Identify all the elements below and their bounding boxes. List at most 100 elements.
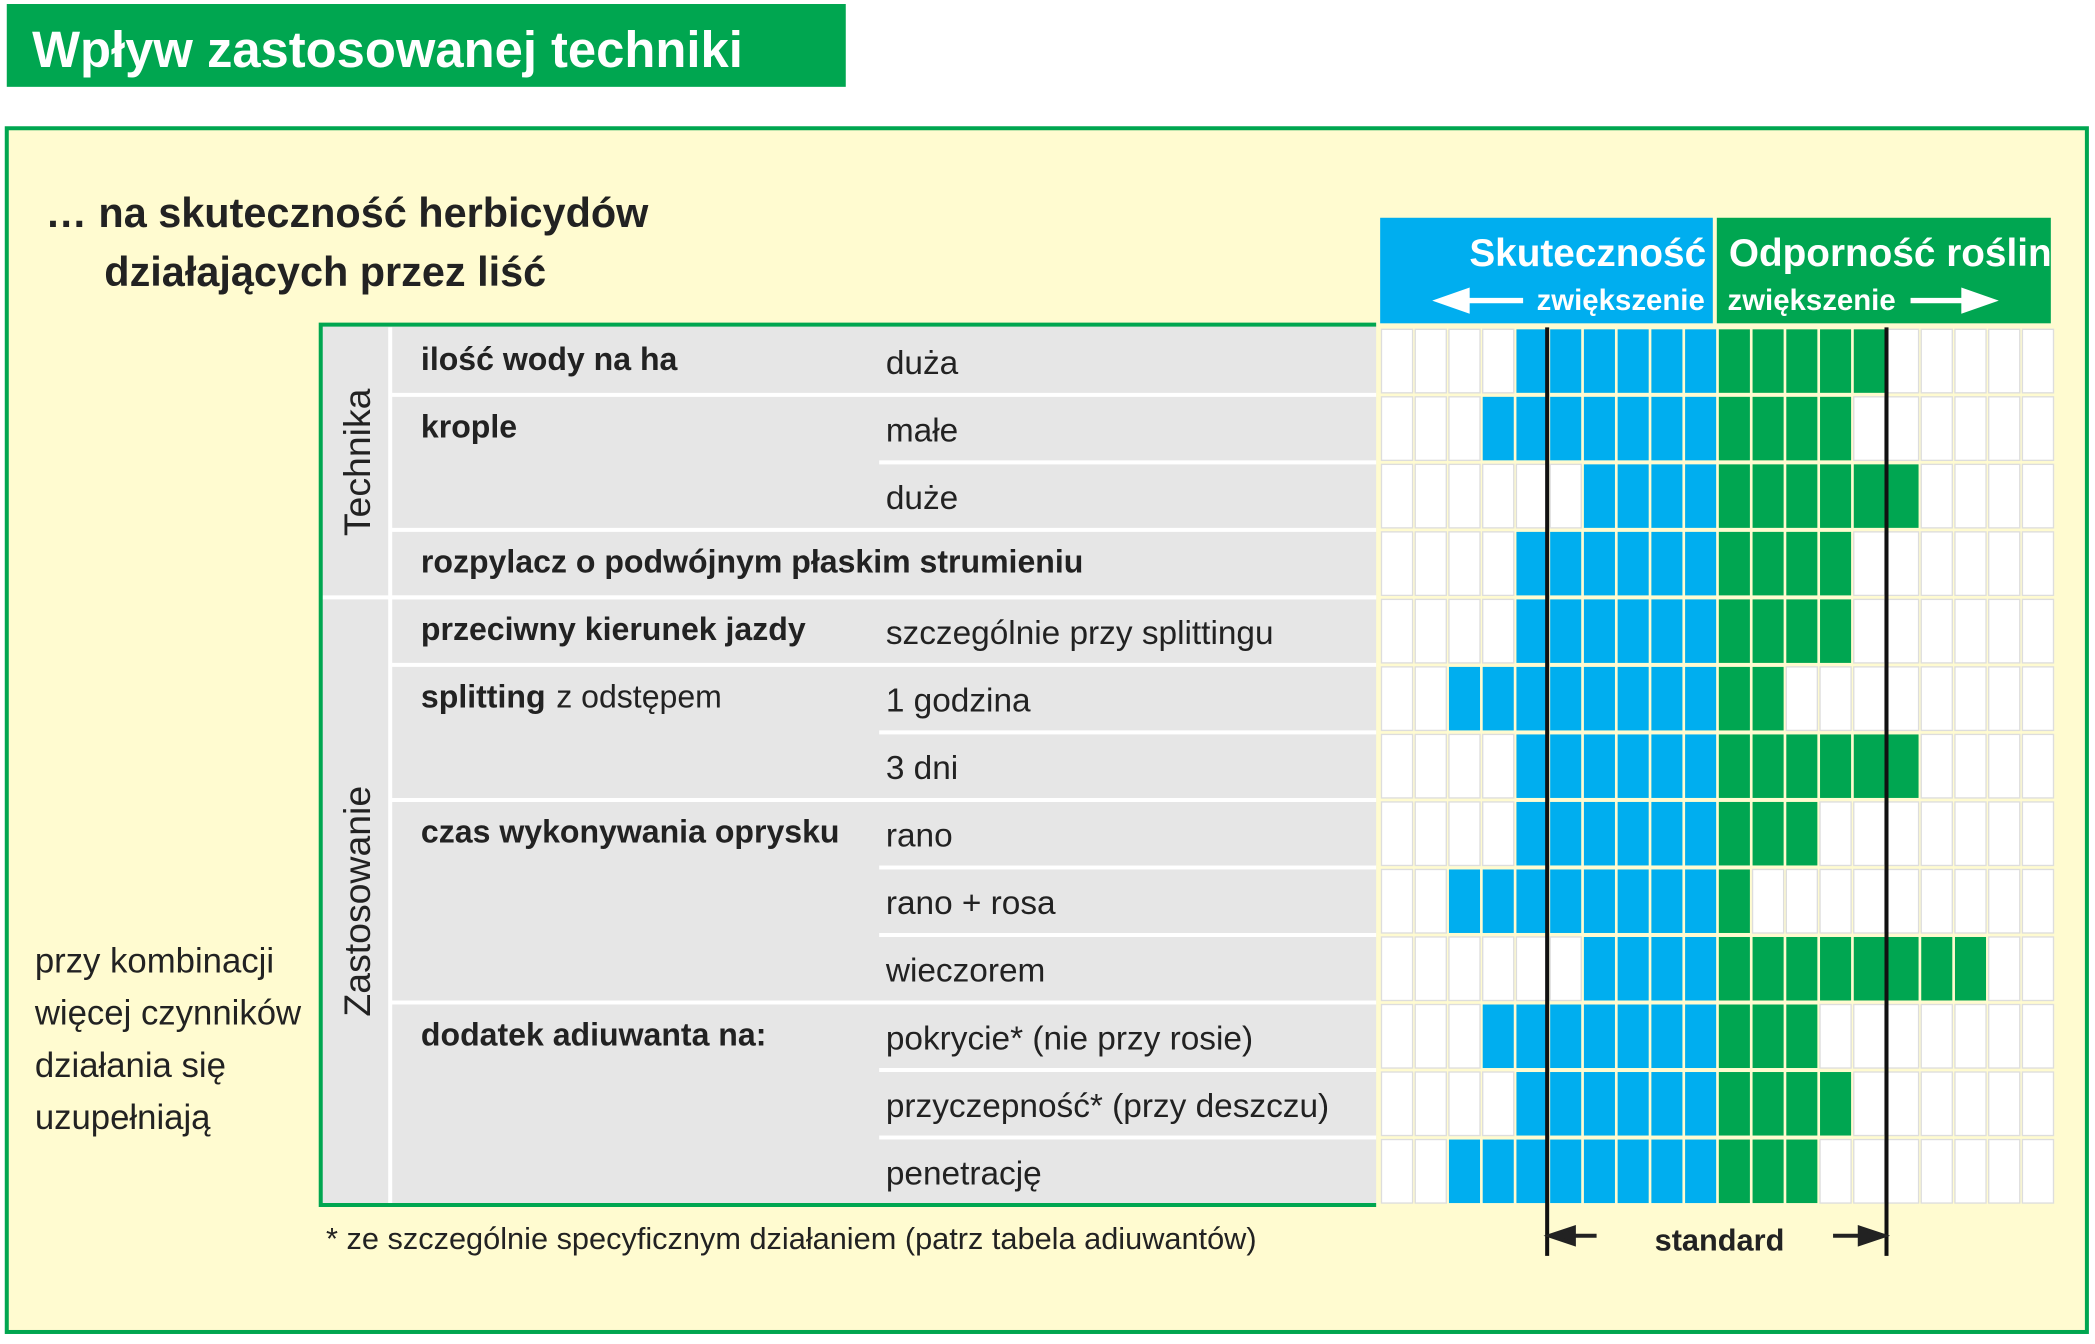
arrow	[1910, 287, 1999, 314]
row-detail: pokrycie* (nie przy rosie)	[886, 1020, 1253, 1057]
blue-cell	[1617, 329, 1649, 393]
row-label: splitting z odstępem	[421, 679, 722, 715]
empty-cell	[1448, 936, 1481, 1002]
blue-cell	[1482, 1139, 1514, 1204]
empty-cell	[1414, 1138, 1447, 1204]
empty-cell	[1988, 328, 2021, 394]
blue-cell	[1651, 1072, 1683, 1136]
row-detail: 3 dni	[886, 750, 958, 787]
empty-cell	[1448, 531, 1481, 597]
blue-cell	[1482, 869, 1514, 933]
blue-cell	[1550, 734, 1582, 798]
empty-cell	[1414, 666, 1447, 732]
blue-cell	[1651, 801, 1683, 866]
blue-cell	[1617, 801, 1649, 866]
empty-cell	[1819, 666, 1852, 732]
empty-cell	[1482, 936, 1515, 1002]
green-cell	[1752, 936, 1784, 1001]
empty-cell	[2021, 733, 2055, 799]
green-cell	[1954, 936, 1987, 1001]
blue-cell	[1651, 734, 1683, 798]
empty-cell	[1853, 531, 1886, 597]
empty-cell	[1380, 1071, 1414, 1137]
green-cell	[1718, 734, 1750, 798]
empty-cell	[1988, 1071, 2021, 1137]
empty-cell	[1482, 463, 1515, 529]
row-label-bold: ilość wody na ha	[421, 341, 679, 377]
empty-cell	[1920, 396, 1953, 462]
blue-cell	[1583, 396, 1615, 461]
green-cell	[1718, 1004, 1750, 1069]
header-right	[1716, 217, 2051, 324]
green-cell	[1752, 1139, 1784, 1204]
green-cell	[1820, 734, 1852, 798]
green-cell	[1752, 464, 1784, 528]
empty-cell	[2021, 936, 2055, 1002]
green-cell	[1718, 464, 1750, 528]
empty-cell	[2021, 1071, 2055, 1137]
empty-cell	[1853, 396, 1886, 462]
green-cell	[1752, 599, 1784, 663]
empty-cell	[1414, 328, 1447, 394]
empty-cell	[1414, 531, 1447, 597]
side-note: uzupełniają	[35, 1099, 211, 1137]
empty-cell	[1920, 463, 1953, 529]
empty-cell	[1380, 598, 1414, 664]
empty-cell	[2021, 868, 2055, 934]
empty-cell	[1414, 1071, 1447, 1137]
green-cell	[1921, 936, 1953, 1001]
blue-cell	[1685, 801, 1717, 866]
empty-cell	[1380, 328, 1414, 394]
empty-cell	[1380, 666, 1414, 732]
row-label-bold: dodatek adiuwanta na:	[421, 1016, 766, 1052]
arrow	[1543, 1224, 1597, 1247]
empty-cell	[1920, 733, 1953, 799]
empty-cell	[1380, 463, 1414, 529]
empty-cell	[1414, 801, 1447, 867]
empty-cell	[1482, 598, 1515, 664]
row-label-bold: czas wykonywania oprysku	[421, 814, 840, 850]
green-cell	[1752, 329, 1784, 393]
blue-cell	[1583, 936, 1615, 1001]
empty-cell	[1414, 598, 1447, 664]
group-label: Technika	[336, 388, 378, 536]
green-cell	[1786, 734, 1818, 798]
empty-cell	[1886, 1138, 1920, 1204]
empty-cell	[1988, 463, 2021, 529]
blue-cell	[1685, 464, 1717, 528]
green-cell	[1820, 1072, 1852, 1136]
empty-cell	[1785, 868, 1819, 934]
empty-cell	[2021, 598, 2055, 664]
empty-cell	[1920, 1071, 1953, 1137]
empty-cell	[1954, 531, 1987, 597]
empty-cell	[1380, 801, 1414, 867]
green-cell	[1718, 1072, 1750, 1136]
green-cell	[1752, 1004, 1784, 1069]
blue-cell	[1685, 329, 1717, 393]
blue-cell	[1583, 531, 1615, 596]
blue-cell	[1685, 599, 1717, 663]
blue-cell	[1516, 531, 1548, 596]
arrow	[1432, 287, 1524, 314]
blue-cell	[1651, 1139, 1683, 1204]
empty-cell	[2021, 801, 2055, 867]
empty-cell	[1886, 328, 1920, 394]
row-detail: duża	[886, 345, 959, 382]
empty-cell	[1448, 463, 1481, 529]
empty-cell	[1380, 396, 1414, 462]
empty-cell	[1954, 396, 1987, 462]
green-cell	[1820, 599, 1852, 663]
green-cell	[1853, 464, 1885, 528]
green-cell	[1718, 329, 1750, 393]
empty-cell	[1954, 598, 1987, 664]
empty-cell	[1920, 328, 1953, 394]
blue-cell	[1516, 1072, 1548, 1136]
row-detail: penetrację	[886, 1155, 1042, 1192]
blue-cell	[1550, 531, 1582, 596]
blue-cell	[1482, 396, 1514, 461]
empty-cell	[1482, 801, 1515, 867]
side-note: działania się	[35, 1047, 226, 1085]
green-cell	[1718, 936, 1750, 1001]
empty-cell	[1853, 1138, 1886, 1204]
